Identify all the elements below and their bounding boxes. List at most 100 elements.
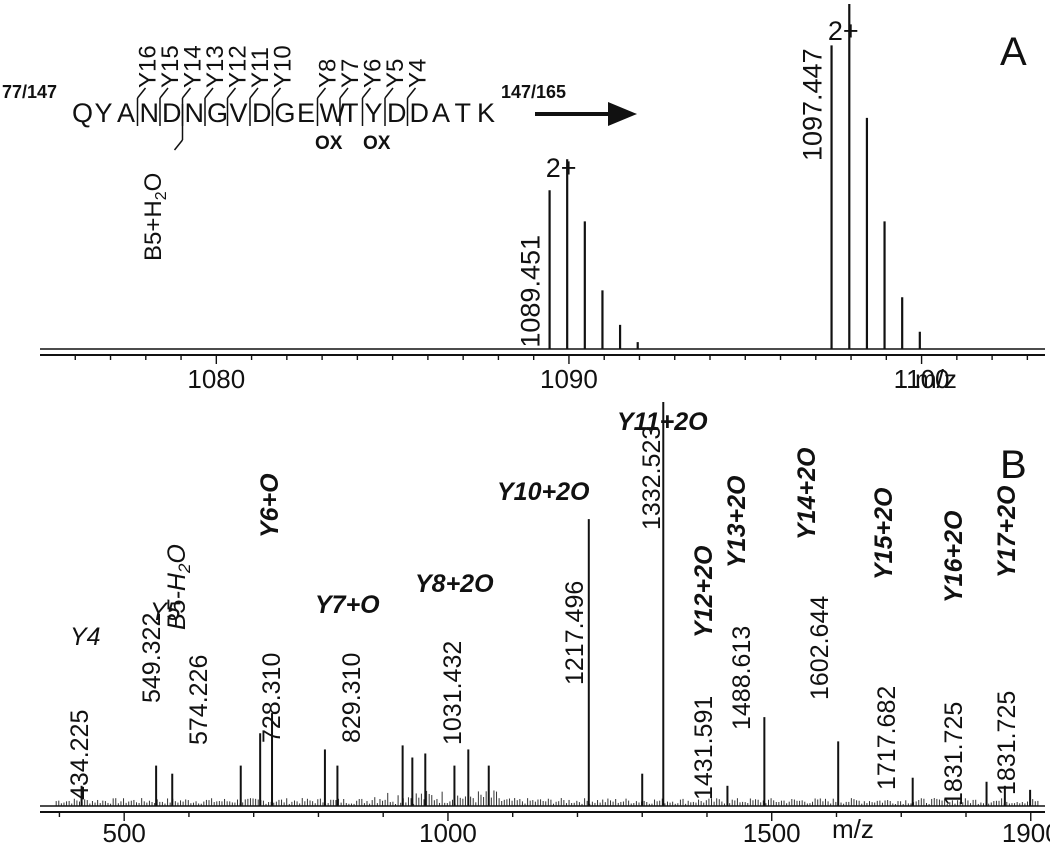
charge-state-label: 2+ [546, 153, 577, 183]
ion-name: Y6+O [256, 473, 284, 538]
peak-mz-label: 1217.496 [561, 581, 589, 685]
cleavage-tick [316, 87, 327, 99]
sequence-residue: D [410, 98, 430, 128]
sequence-residue: V [230, 98, 248, 128]
ion-assignment-label: Y13+2O [723, 475, 751, 568]
ion-name: Y16+2O [940, 510, 968, 603]
ion-assignment-label: Y17+2O [993, 485, 1021, 578]
panel-b-letter: B [1000, 443, 1027, 487]
ion-assignment-label: Y6+O [256, 473, 284, 538]
peak-mz-label: 1031.432 [439, 641, 467, 745]
panel-b-peaks [80, 402, 1032, 806]
cleavage-tick [384, 87, 394, 99]
b-ion-end: O [140, 173, 167, 192]
y-ion-label: Y13 [202, 45, 229, 88]
ion-name: Y11+2O [617, 408, 708, 436]
ion-assignment-label: Y7+O [315, 591, 380, 619]
ion-assignment-label: Y14+2O [793, 447, 821, 540]
ion-assignment-label: Y15+2O [870, 487, 898, 580]
sequence-residue: E [297, 98, 315, 128]
peak-mz-label: 1831.725 [940, 702, 968, 806]
panel-b-baseline-noise [55, 790, 1039, 806]
peak-mz-label: 1431.591 [690, 696, 718, 800]
modification-label-2: OX [363, 133, 391, 154]
ion-name: Y10+2O [497, 478, 590, 506]
ion-assignment-label: Y12+2O [690, 545, 718, 638]
sequence-residue: D [252, 98, 272, 128]
ion-assignment-label: Y8+2O [415, 570, 494, 598]
peak-mz-label: 549.322 [138, 613, 166, 703]
peak-mz-label: 829.310 [338, 653, 366, 743]
ion-assignment-label: Y11+2O [617, 408, 708, 436]
x-tick-label: 1500 [743, 818, 801, 845]
ion-name: Y14+2O [793, 447, 821, 540]
sequence-residue: Y [365, 98, 383, 128]
panel-b-x-axis-label: m/z [832, 814, 874, 844]
ion-assignment-label: B5-H2O [163, 544, 194, 630]
cleavage-tick [406, 87, 417, 99]
x-tick-label: 1100 [894, 364, 950, 394]
sequence-residue: A [432, 98, 450, 128]
x-tick-label: 500 [102, 818, 145, 845]
cleavage-tick [159, 87, 169, 99]
x-tick-label: 1090 [540, 364, 598, 394]
ion-end: O [163, 544, 191, 563]
y-ion-label: Y14 [180, 45, 207, 88]
ion-name: B5-H [163, 572, 191, 630]
ion-assignment-label: Y16+2O [940, 510, 968, 603]
cleavage-tick [226, 87, 237, 99]
panel-a: A 77/147 Q Y A N D N G V D G E WT Y D D A T K 147/165 Y16… [2, 4, 1045, 394]
cleavage-tick [361, 87, 372, 99]
ion-name: Y8+2O [415, 570, 494, 598]
sequence-residue: G [275, 98, 296, 128]
sequence-residue: D [387, 98, 407, 128]
y-ion-label: Y5 [382, 59, 409, 88]
y-ion-label: Y7 [337, 59, 364, 88]
x-tick-label: 1000 [419, 818, 477, 845]
cleavage-tick [136, 87, 147, 99]
panel-b-x-axis: 500 1000 1500 1900 [40, 805, 1050, 845]
cleavage-tick [181, 87, 192, 99]
peak-mz-label: 434.225 [66, 710, 94, 800]
panel-a-peaks [548, 4, 921, 349]
sequence-residue: W [320, 98, 346, 128]
modification-label-1: OX [315, 133, 343, 154]
ion-name: Y5 [150, 598, 181, 626]
ion-name: Y13+2O [723, 475, 751, 568]
b-ion-cleavage-tick [173, 139, 184, 151]
b-ion-subscript: 2 [153, 191, 170, 200]
peak-mz-label: 1089.451 [516, 235, 546, 348]
sequence-prefix: 77/147 [2, 82, 57, 102]
panel-a-x-axis: 1080 1090 1100 [40, 348, 1045, 394]
sequence-residue: Y [95, 98, 113, 128]
x-tick-label: 1080 [187, 364, 245, 394]
y-ion-label: Y10 [270, 45, 297, 88]
sequence-residue: N [185, 98, 205, 128]
arrow-icon [535, 102, 637, 126]
y-ion-label: Y15 [157, 45, 184, 88]
sequence-residue: T [455, 98, 472, 128]
y-ion-label: Y12 [225, 45, 252, 88]
sequence-residue: T [342, 98, 359, 128]
panel-a-letter: A [1000, 30, 1027, 74]
b-ion-name: B5+H [140, 200, 167, 261]
sequence-suffix: 147/165 [501, 82, 566, 102]
sequence-residue: Q [72, 98, 93, 128]
sequence-residue: N [140, 98, 160, 128]
panel-a-x-axis-label: m/z [915, 364, 957, 394]
cleavage-tick [271, 87, 282, 99]
y-ion-label: Y16 [135, 45, 162, 88]
peptide-sequence-annotation: 77/147 Q Y A N D N G V D G E WT Y D D A T K 147/165 Y16Y1… [2, 45, 566, 261]
y-ion-label: Y11 [247, 47, 274, 88]
ion-assignment-label: Y5 [150, 598, 181, 626]
cleavage-tick [249, 87, 259, 99]
sequence-residue: G [207, 98, 228, 128]
sequence-residues: Q Y A N D N G V D G E WT Y D D A T K [72, 98, 495, 128]
ion-name: Y4 [70, 623, 101, 651]
ion-name: Y17+2O [993, 485, 1021, 578]
y-ion-label: Y8 [315, 59, 342, 88]
ion-assignment-label: Y4 [70, 623, 101, 651]
